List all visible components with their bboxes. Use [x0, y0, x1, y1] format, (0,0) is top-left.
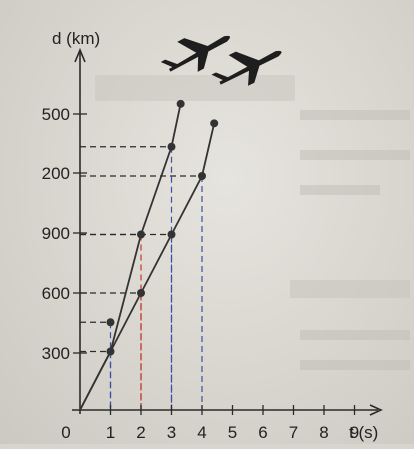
airplane-icon [160, 35, 230, 72]
y-tick-label: 900 [42, 224, 70, 243]
series-line [79, 123, 216, 411]
x-tick-label: 8 [319, 423, 328, 442]
y-axis-label: d (km) [52, 29, 100, 48]
series-lines [79, 103, 216, 411]
tick-labels: 0 1 2 3 4 5 6 7 8 9 300 600 900 200 500 [42, 105, 360, 442]
background-show-through [95, 75, 410, 370]
y-tick-label: 300 [42, 344, 70, 363]
data-point [137, 289, 145, 297]
data-point [137, 230, 145, 239]
data-point [167, 142, 176, 151]
x-axis-arrow [369, 404, 383, 416]
data-point [106, 318, 115, 327]
x-tick-label: 2 [136, 423, 145, 442]
data-point [176, 99, 185, 108]
airplane-icon [211, 50, 282, 86]
data-point [167, 230, 176, 239]
y-tick-label: 500 [42, 105, 70, 124]
series-markers [106, 99, 219, 356]
x-tick-label: 6 [258, 423, 267, 442]
data-point [210, 119, 219, 128]
y-tick-label: 600 [42, 284, 70, 303]
y-axis-arrow [74, 47, 86, 63]
x-tick-label: 7 [289, 423, 298, 442]
x-tick-label: 1 [106, 423, 115, 442]
x-tick-label: 0 [61, 423, 70, 442]
guide-lines [80, 146, 203, 410]
x-tick-label: 5 [228, 423, 237, 442]
series-line [79, 103, 182, 411]
y-tick-label: 200 [42, 164, 70, 183]
x-axis-label: t (s) [349, 423, 378, 442]
data-point [106, 347, 115, 356]
x-tick-label: 3 [167, 423, 176, 442]
x-tick-label: 9 [350, 423, 359, 442]
data-point [198, 172, 206, 180]
axes [72, 47, 383, 416]
x-tick-label: 4 [197, 423, 206, 442]
